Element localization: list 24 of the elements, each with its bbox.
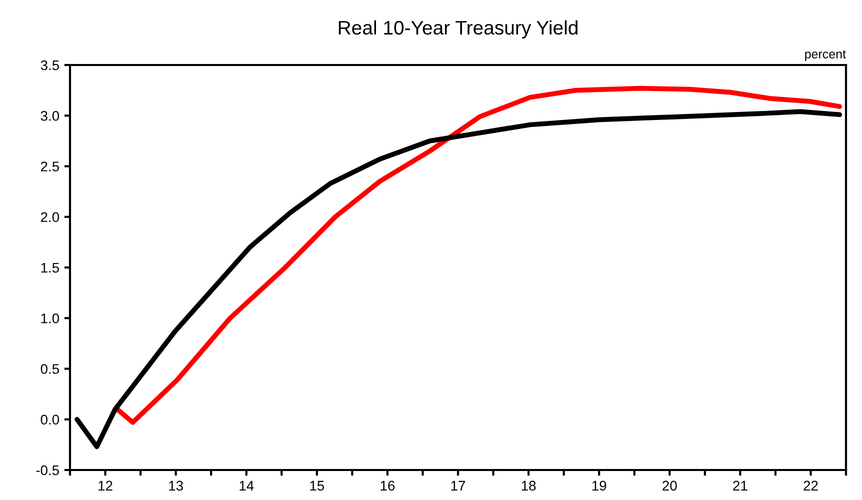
line-series bbox=[74, 109, 842, 450]
x-tick-label: 22 bbox=[804, 480, 818, 490]
y-tick-label: 0.5 bbox=[40, 364, 60, 374]
y-tick-label: 2.0 bbox=[40, 212, 60, 222]
x-tick-label: 12 bbox=[98, 480, 112, 490]
x-tick-label: 17 bbox=[451, 480, 466, 490]
chart-title: Real 10-Year Treasury Yield bbox=[338, 20, 578, 38]
x-tick-label: 18 bbox=[522, 480, 536, 491]
x-tick-label: 20 bbox=[662, 480, 677, 491]
line-series bbox=[114, 86, 842, 425]
y-tick-label: 1.5 bbox=[41, 262, 60, 273]
x-tick-label: 13 bbox=[169, 480, 183, 491]
x-tick-label: 19 bbox=[592, 480, 606, 491]
y-tick-label: 3.0 bbox=[40, 110, 60, 121]
x-tick-label: 21 bbox=[733, 480, 748, 490]
y-tick-label: 2.5 bbox=[40, 162, 60, 172]
x-tick-label: 14 bbox=[240, 480, 254, 490]
y-tick-label: -0.5 bbox=[36, 465, 60, 476]
y-tick-label: 1.0 bbox=[41, 313, 60, 324]
y-tick-label: 3.5 bbox=[40, 60, 60, 70]
y-tick-label: 0.0 bbox=[40, 414, 60, 425]
x-tick-label: 15 bbox=[310, 480, 324, 491]
x-tick-label: 16 bbox=[380, 480, 395, 491]
text: percent bbox=[805, 50, 846, 61]
